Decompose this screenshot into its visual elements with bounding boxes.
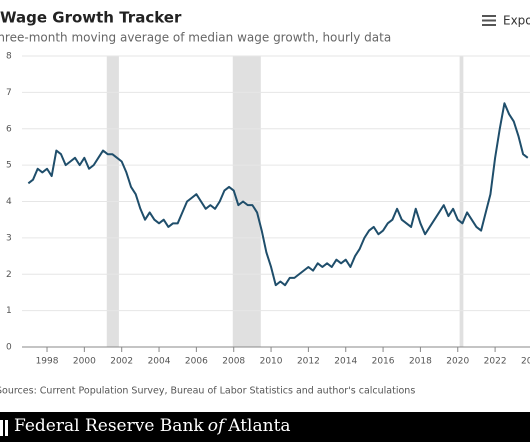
x-tick-label: 2012 — [297, 357, 320, 367]
footer-name-of: of — [207, 416, 225, 436]
menu-icon-bar — [482, 19, 496, 22]
y-tick-label: 6 — [6, 124, 12, 134]
x-tick-label: 2016 — [372, 357, 395, 367]
y-tick-label: 7 — [6, 88, 12, 98]
x-tick-label: 1998 — [36, 357, 59, 367]
chart-subtitle: Three-month moving average of median wag… — [0, 31, 391, 45]
source-note: Sources: Current Population Survey, Bure… — [0, 386, 415, 397]
y-tick-label: 1 — [6, 306, 12, 316]
y-tick-label: 4 — [6, 197, 12, 207]
x-tick-label: 2004 — [148, 357, 171, 367]
export-label[interactable]: Export — [503, 14, 530, 28]
export-button[interactable]: Export — [482, 14, 530, 28]
x-tick-label: 2010 — [260, 357, 283, 367]
x-tick-label: 2002 — [110, 357, 133, 367]
x-tick-label: 2006 — [185, 357, 208, 367]
y-tick-label: 0 — [6, 343, 12, 353]
y-tick-label: 2 — [6, 270, 12, 280]
y-tick-label: 3 — [6, 233, 12, 243]
footer-name: Atlanta — [228, 416, 291, 436]
logo-icon — [0, 420, 8, 436]
x-tick-label: 2008 — [222, 357, 245, 367]
menu-icon-bar — [482, 24, 496, 26]
footer: Federal Reserve Bank of Atlanta — [0, 412, 530, 442]
menu-icon-bar — [482, 15, 496, 17]
y-tick-label: 8 — [6, 52, 12, 62]
series-line — [27, 102, 529, 287]
x-tick-label: 2000 — [73, 357, 96, 367]
chart-title: Wage Growth Tracker — [0, 9, 182, 27]
x-tick-label: 2024 — [521, 357, 530, 367]
x-tick-label: 2018 — [409, 357, 432, 367]
footer-name: Federal Reserve Bank — [14, 416, 204, 436]
x-tick-label: 2020 — [446, 357, 469, 367]
x-tick-label: 2022 — [484, 357, 507, 367]
chart: Wage Growth Tracker Three-month moving a… — [0, 9, 530, 397]
plot-area: 0 1 2 3 4 5 6 7 8 1998 2000 2002 2004 2006 2008 2010 201… — [6, 52, 530, 367]
x-tick-label: 2014 — [334, 357, 357, 367]
y-tick-label: 5 — [6, 161, 12, 171]
